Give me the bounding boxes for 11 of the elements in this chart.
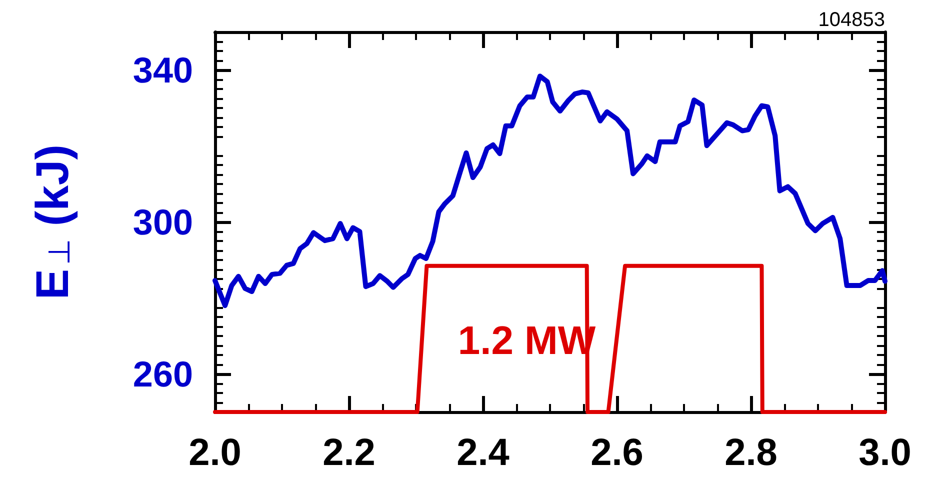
x-tick-label: 3.0 (858, 432, 912, 474)
x-tick-label: 2.8 (724, 432, 778, 474)
y-tick-label: 300 (132, 202, 193, 242)
y-tick-label: 260 (132, 354, 193, 394)
text: 104853 (818, 9, 886, 31)
x-tick-label: 2.6 (590, 432, 644, 474)
x-tick-label: 2.4 (456, 432, 510, 474)
x-tick-label: 2.2 (322, 432, 376, 474)
y-axis-title: E⊥ (kJ) (26, 144, 78, 300)
y-tick-label: 340 (132, 50, 193, 90)
x-tick-label: 2.0 (188, 432, 242, 474)
